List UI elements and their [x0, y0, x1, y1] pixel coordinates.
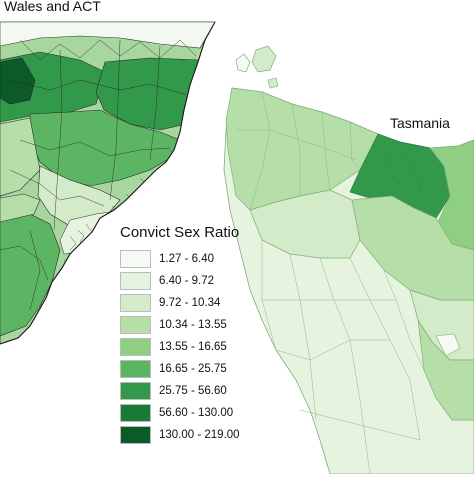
- nsw-southwest-light-region: [0, 193, 41, 223]
- legend-swatch: [120, 250, 151, 268]
- legend-swatch: [120, 382, 151, 400]
- legend-swatch: [120, 294, 151, 312]
- legend-range-label: 1.27 - 6.40: [159, 253, 214, 265]
- legend-row: 13.55 - 16.65: [120, 336, 272, 358]
- nsw-panel-title: Wales and ACT: [4, 0, 101, 14]
- legend-swatch: [120, 316, 151, 334]
- nsw-south-region: [0, 213, 61, 337]
- nsw-darkest-region: [0, 57, 36, 105]
- legend-row: 25.75 - 56.60: [120, 380, 272, 402]
- small-island-north: [267, 77, 279, 89]
- legend-row: 1.27 - 6.40: [120, 248, 272, 270]
- tasmania-map: [223, 45, 474, 475]
- tasmania-southeast-region: [417, 319, 474, 421]
- legend-row: 9.72 - 10.34: [120, 292, 272, 314]
- legend-swatch: [120, 272, 151, 290]
- tasmania-panel-title: Tasmania: [390, 115, 450, 131]
- legend-range-label: 13.55 - 16.65: [159, 341, 227, 353]
- legend-range-label: 10.34 - 13.55: [159, 319, 227, 331]
- legend-swatch: [120, 338, 151, 356]
- map-legend: Convict Sex Ratio 1.27 - 6.40 6.40 - 9.72…: [120, 224, 272, 446]
- legend-row: 16.65 - 25.75: [120, 358, 272, 380]
- legend-row: 130.00 - 219.00: [120, 424, 272, 446]
- nsw-coastline: [0, 21, 216, 345]
- nsw-district-boundaries: [0, 39, 197, 311]
- legend-swatch: [120, 404, 151, 422]
- king-island: [235, 53, 251, 73]
- legend-row: 56.60 - 130.00: [120, 402, 272, 424]
- legend-row: 6.40 - 9.72: [120, 270, 272, 292]
- tasmania-launceston-detail: [385, 149, 423, 197]
- legend-range-label: 130.00 - 219.00: [159, 429, 240, 441]
- nsw-northeast-region: [95, 57, 201, 131]
- legend-range-label: 16.65 - 25.75: [159, 363, 227, 375]
- legend-range-label: 9.72 - 10.34: [159, 297, 221, 309]
- legend-range-label: 56.60 - 130.00: [159, 407, 234, 419]
- legend-title: Convict Sex Ratio: [120, 224, 240, 241]
- legend-range-label: 6.40 - 9.72: [159, 275, 214, 287]
- nsw-map: [0, 21, 216, 345]
- legend-range-label: 25.75 - 56.60: [159, 385, 227, 397]
- tasmania-district-boundaries: [236, 91, 425, 475]
- legend-rows: 1.27 - 6.40 6.40 - 9.72 9.72 - 10.34 10.34 …: [120, 248, 272, 446]
- legend-swatch: [120, 426, 151, 444]
- tasmania-hobart-region: [435, 333, 461, 357]
- legend-swatch: [120, 360, 151, 378]
- nsw-central-mid-region: [29, 109, 181, 187]
- hunter-island: [251, 45, 277, 73]
- legend-row: 10.34 - 13.55: [120, 314, 272, 336]
